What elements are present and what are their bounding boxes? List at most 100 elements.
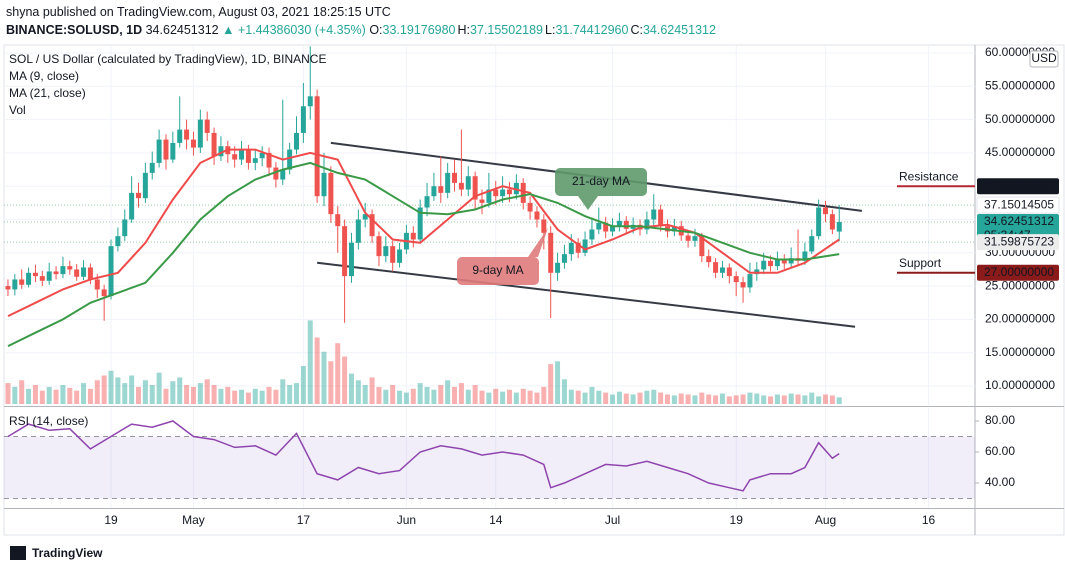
volume-bar: [410, 388, 416, 404]
candle-body: [108, 246, 114, 297]
volume-bar: [458, 383, 464, 404]
level-label: Resistance: [899, 169, 959, 183]
candle-body: [706, 256, 712, 263]
volume-bar: [204, 379, 210, 404]
candle-body: [101, 289, 107, 297]
volume-bar: [795, 394, 801, 404]
candle-body: [177, 129, 183, 143]
brand-logo: [10, 546, 26, 560]
candle-body: [761, 260, 767, 270]
volume-bar: [472, 385, 478, 404]
volume-bar: [46, 386, 52, 404]
volume-bar: [348, 373, 354, 404]
candle-body: [287, 149, 293, 170]
x-tick-label: 17: [297, 513, 311, 527]
ma-line: [7, 148, 840, 317]
candle-body: [197, 119, 203, 148]
candle-body: [26, 272, 32, 285]
candle-body: [163, 139, 169, 160]
candle-body: [596, 222, 602, 230]
volume-bar: [465, 389, 471, 404]
candle-body: [781, 259, 787, 264]
volume-bar: [726, 396, 732, 404]
candle-body: [170, 142, 176, 160]
ohlc: O:33.19176980 H:37.15502189 L:31.74412960 C…: [369, 23, 718, 37]
rsi-band: [4, 436, 975, 499]
candle-body: [568, 242, 574, 255]
volume-bar: [424, 386, 430, 404]
volume-bar: [390, 385, 396, 404]
currency-box: [1029, 50, 1059, 68]
price-box-label: 31.59875723: [984, 234, 1054, 248]
volume-bar: [513, 392, 519, 404]
volume-bar: [500, 391, 506, 404]
volume-bar: [252, 388, 258, 404]
candle-body: [644, 219, 650, 230]
volume-bar: [630, 394, 636, 404]
legend-entry: MA (21, close): [9, 86, 86, 100]
candle-body: [816, 207, 822, 237]
candle-body: [823, 207, 829, 215]
volume-bar: [561, 379, 567, 404]
volume-bar: [658, 392, 664, 404]
candle-body: [829, 214, 835, 230]
y-tick-label: 10.00000000: [985, 378, 1055, 392]
legend-entry: Vol: [9, 103, 26, 117]
volume-bar: [486, 392, 492, 404]
volume-bar: [493, 388, 499, 404]
candle-body: [211, 132, 217, 157]
annotation-box: [457, 257, 539, 285]
volume-bar: [170, 381, 176, 404]
volume-bar: [294, 383, 300, 404]
candle-body: [671, 226, 677, 232]
candle-body: [232, 154, 238, 160]
y-tick-label: 15.00000000: [985, 345, 1055, 359]
candle-body: [12, 279, 18, 290]
ohlc-label: C:: [630, 23, 643, 37]
candle-body: [184, 129, 190, 140]
candle-body: [774, 259, 780, 267]
volume-bar: [335, 343, 341, 404]
volume-bar: [115, 377, 121, 404]
volume-bar: [266, 386, 272, 404]
candle-body: [252, 158, 258, 163]
volume-bar: [417, 383, 423, 404]
candle-body: [658, 209, 664, 227]
candle-body: [39, 276, 45, 281]
volume-bar: [692, 395, 698, 404]
candle-body: [506, 189, 512, 195]
volume-bar: [32, 385, 38, 404]
volume-bar: [555, 361, 561, 404]
candle-body: [788, 258, 794, 264]
candle-body: [802, 251, 808, 261]
candle-body: [768, 260, 774, 267]
volume-bar: [823, 394, 829, 404]
candle-body: [493, 189, 499, 197]
x-tick-label: 19: [104, 513, 118, 527]
volume-bar: [740, 394, 746, 404]
change: ▲ +1.44386030 (+4.35%): [222, 23, 366, 37]
volume-bar: [671, 395, 677, 404]
legend-entry: MA (9, close): [9, 69, 79, 83]
candle-body: [376, 236, 382, 257]
volume-bar: [706, 394, 712, 404]
volume-bar: [328, 361, 334, 404]
volume-bar: [19, 380, 25, 404]
volume-bar: [781, 395, 787, 404]
candle-body: [355, 219, 361, 243]
candle-body: [348, 242, 354, 277]
volume-bar: [184, 385, 190, 404]
candle-body: [445, 172, 451, 193]
volume-bar: [259, 390, 265, 404]
volume-bar: [809, 392, 815, 404]
candle-body: [280, 169, 286, 180]
volume-bar: [273, 389, 279, 404]
volume-bar: [362, 385, 368, 404]
plot-frame: [3, 44, 1065, 536]
volume-bar: [156, 372, 162, 404]
volume-bar: [355, 380, 361, 404]
volume-bar: [190, 386, 196, 404]
volume-bar: [664, 394, 670, 404]
volume-bar: [816, 396, 822, 404]
